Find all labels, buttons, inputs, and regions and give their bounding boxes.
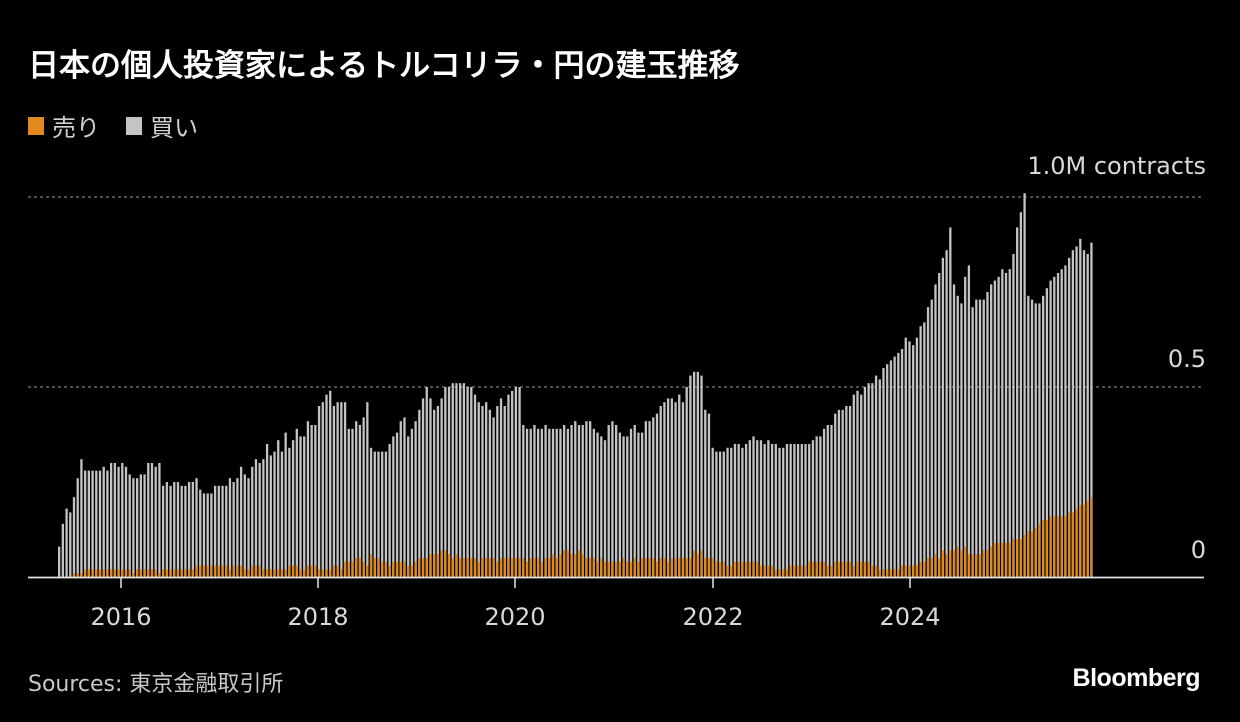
legend-label-buy: 買い xyxy=(150,114,198,142)
buy-bars xyxy=(58,193,1093,578)
y-label-0-5: 0.5 xyxy=(1167,345,1206,373)
legend-swatch-buy xyxy=(126,116,142,135)
chart-title: 日本の個人投資家によるトルコリラ・円の建玉推移 xyxy=(28,48,740,84)
x-label-2018: 2018 xyxy=(287,603,349,631)
y-label-1m: 1.0M contracts xyxy=(1027,152,1206,180)
legend-item-buy: 買い xyxy=(126,108,198,143)
x-label-2020: 2020 xyxy=(484,603,546,631)
x-label-2022: 2022 xyxy=(682,603,744,631)
source-note: Sources: 東京金融取引所 xyxy=(28,672,284,697)
gridlines xyxy=(28,196,1204,388)
x-label-2024: 2024 xyxy=(879,603,941,631)
x-label-2016: 2016 xyxy=(90,603,152,631)
legend-swatch-sell xyxy=(28,116,44,135)
legend: 売り 買い xyxy=(28,108,224,143)
legend-item-sell: 売り xyxy=(28,108,100,143)
sell-bars xyxy=(72,497,1093,577)
legend-label-sell: 売り xyxy=(52,114,100,142)
bloomberg-logo: Bloomberg xyxy=(1072,664,1201,692)
y-label-0: 0 xyxy=(1190,536,1206,564)
x-axis xyxy=(28,576,1204,588)
